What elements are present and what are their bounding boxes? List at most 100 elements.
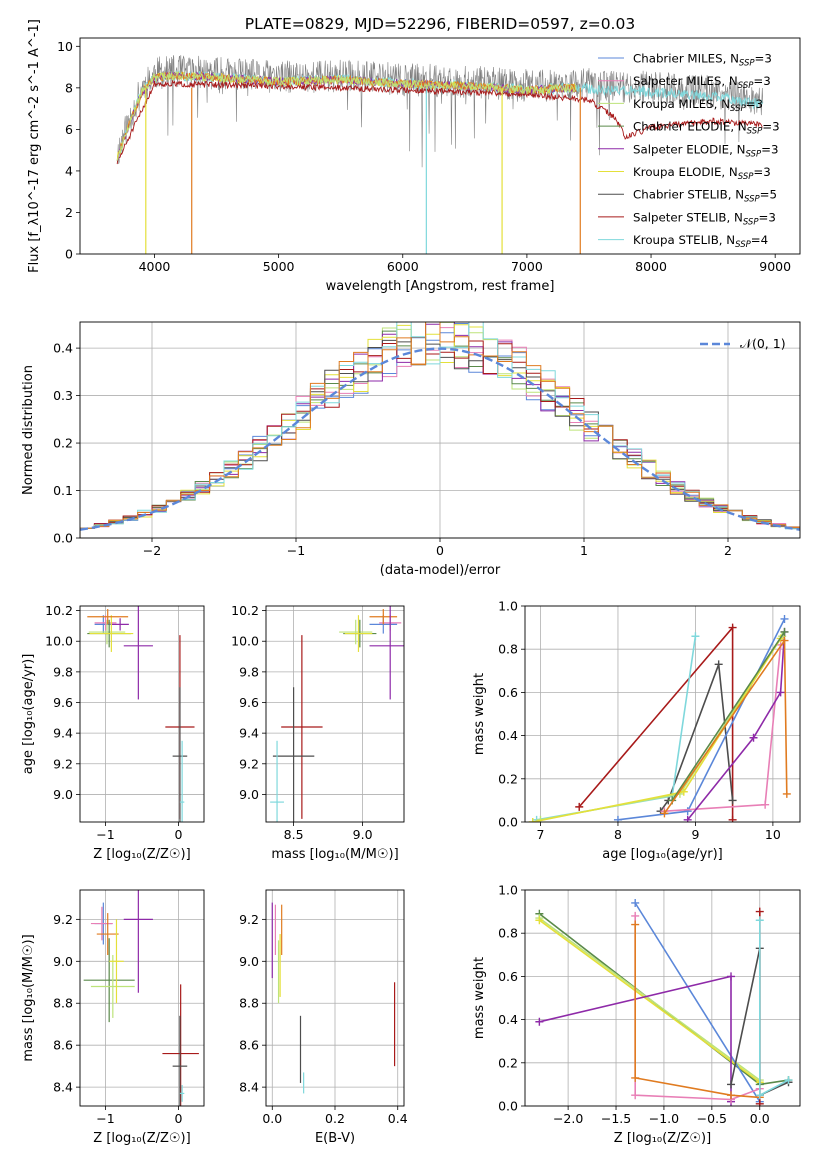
y-tick-label: 9.4: [239, 726, 259, 741]
mass-weight-series-line: [578, 625, 734, 820]
y-tick-label: 10: [57, 39, 73, 54]
mass-weight-series-line: [759, 920, 789, 1097]
x-axis-label: wavelength [Angstrom, rest frame]: [326, 279, 555, 294]
y-tick-label: 2: [65, 205, 73, 220]
x-axis-label: Z [log₁₀(Z/Z☉)]: [93, 847, 190, 862]
mass-weight-marker: [528, 818, 537, 822]
mass-weight-marker: [755, 907, 764, 916]
mass-weight-marker: [727, 972, 736, 981]
panel-mass_weight_vs_Z: −2.0 −1.5 −1.0 −0.5 0.0 0.0 0.2 0.4 0.6 0.8 1.0 Z […: [472, 883, 801, 1146]
x-tick-label: −2: [143, 543, 161, 558]
y-tick-label: 0.8: [498, 642, 518, 657]
axes-frame: [524, 889, 801, 1107]
axes-frame: [265, 605, 405, 823]
mass-weight-series-line: [532, 637, 782, 822]
mass-weight-marker: [535, 1017, 544, 1026]
x-tick-label: 4000: [139, 259, 171, 274]
axes-frame: [79, 605, 205, 823]
y-axis-label: Normed distribution: [21, 365, 36, 495]
x-tick-label: 0.0: [262, 1111, 282, 1126]
y-tick-label: 0.0: [53, 531, 73, 546]
y-tick-label: 9.0: [239, 954, 259, 969]
y-tick-label: 9.2: [53, 912, 73, 927]
y-tick-label: 9.0: [53, 954, 73, 969]
legend-entry: Salpeter MILES, NSSP=3: [633, 74, 771, 91]
mass-weight-marker: [776, 688, 785, 697]
mass-weight-marker: [784, 1076, 793, 1085]
mass-weight-marker: [755, 916, 764, 925]
x-tick-label: 0.0: [750, 1111, 770, 1126]
x-axis-label: age [log₁₀(age/yr)]: [602, 847, 723, 862]
mass-weight-series-line: [538, 917, 761, 1081]
mass-weight-marker: [575, 802, 584, 811]
mass-weight-marker: [683, 815, 692, 822]
legend-entry: Kroupa STELIB, NSSP=4: [633, 233, 768, 250]
y-tick-label: 8.6: [239, 1038, 259, 1053]
y-tick-label: 0.6: [498, 969, 518, 984]
legend-entry: Salpeter ELODIE, NSSP=3: [633, 142, 778, 159]
panel-age_vs_mass: 8.5 9.0 9.0 9.2 9.4 9.6 9.8 10.0 10.2 mass [log₁₀…: [231, 603, 405, 862]
mass-weight-marker: [683, 807, 692, 816]
y-tick-label: 0.4: [498, 1012, 518, 1027]
mass-weight-marker: [780, 614, 789, 623]
x-tick-label: −1.5: [601, 1111, 631, 1126]
y-tick-label: 0.1: [53, 483, 73, 498]
mass-weight-marker: [691, 632, 700, 641]
y-tick-label: 1.0: [498, 599, 518, 614]
x-axis-label: E(B-V): [315, 1131, 355, 1146]
figure-panels: 4000 5000 6000 7000 8000 90000246810wavelengt…: [21, 19, 801, 1146]
y-tick-label: 1.0: [498, 883, 518, 898]
x-axis-label: Z [log₁₀(Z/Z☉)]: [93, 1131, 190, 1146]
y-tick-label: 9.8: [53, 664, 73, 679]
mass-weight-marker: [631, 911, 640, 920]
x-tick-label: 9: [691, 827, 699, 842]
y-tick-label: 10.0: [45, 634, 73, 649]
plot-area: [271, 902, 396, 1094]
mass-weight-marker: [631, 920, 640, 929]
y-axis-label: Flux [f_λ10^-17 erg cm^-2 s^-1 A^-1]: [27, 19, 42, 273]
y-tick-label: 0.2: [498, 1055, 518, 1070]
y-tick-label: 8.8: [239, 996, 259, 1011]
y-tick-label: 9.2: [239, 756, 259, 771]
x-tick-label: 0: [174, 1111, 182, 1126]
panel-mass_weight_vs_age: 7 8 9 10 0.0 0.2 0.4 0.6 0.8 1.0 age [log₁₀(age/yr…: [472, 599, 801, 862]
y-tick-label: 8.8: [53, 996, 73, 1011]
plot-area: [83, 890, 199, 1106]
mass-weight-series-line: [671, 631, 786, 801]
x-tick-label: 0: [174, 827, 182, 842]
y-axis-label: age [log₁₀(age/yr)]: [21, 654, 36, 775]
mass-weight-marker: [535, 916, 544, 925]
plot-area: [270, 606, 404, 822]
mass-weight-series-line: [634, 924, 760, 1099]
y-axis-label: mass weight: [472, 957, 487, 1039]
mass-weight-marker: [728, 796, 737, 805]
plot-area: [80, 322, 800, 538]
legend-entry: Kroupa ELODIE, NSSP=3: [633, 165, 771, 182]
panel-mass_vs_EBV: 0.0 0.2 0.4 8.4 8.6 8.8 9.0 9.2 E(B-V): [239, 889, 408, 1146]
x-tick-label: 2: [724, 543, 732, 558]
mass-weight-marker: [679, 787, 688, 796]
x-tick-label: 5000: [263, 259, 295, 274]
y-tick-label: 8.4: [239, 1080, 259, 1095]
y-tick-label: 9.6: [53, 695, 73, 710]
y-tick-label: 0.4: [498, 728, 518, 743]
mass-weight-marker: [727, 1091, 736, 1100]
panel-spectrum: 4000 5000 6000 7000 8000 9000 0 2 4 6 8 10 wavelengt…: [27, 19, 801, 294]
y-tick-label: 9.4: [53, 726, 73, 741]
model-spectrum-line: [116, 71, 577, 161]
legend-entry: Chabrier STELIB, NSSP=5: [633, 188, 777, 205]
x-tick-label: 8.5: [284, 827, 304, 842]
plot-area: [528, 614, 791, 822]
mass-weight-marker: [782, 789, 791, 798]
mass-weight-marker: [613, 815, 622, 822]
y-tick-label: 0.0: [498, 1099, 518, 1114]
y-axis-label: mass weight: [472, 673, 487, 755]
histogram-step-line: [80, 322, 800, 538]
y-tick-label: 0.2: [498, 771, 518, 786]
mass-weight-series-line: [540, 635, 783, 821]
plot-area: [87, 606, 195, 822]
gaussian-reference-line: [80, 347, 800, 531]
y-tick-label: 9.2: [53, 756, 73, 771]
y-axis-label: mass [log₁₀(M/M☉)]: [21, 934, 36, 1061]
